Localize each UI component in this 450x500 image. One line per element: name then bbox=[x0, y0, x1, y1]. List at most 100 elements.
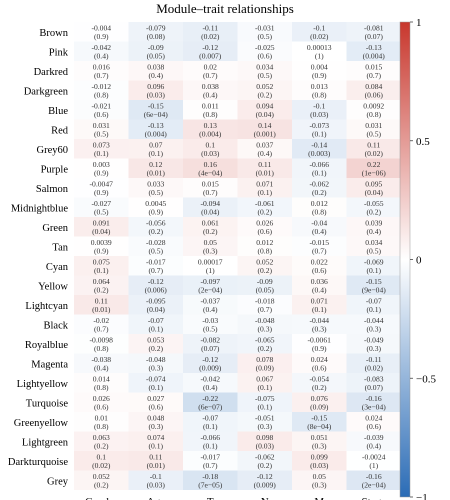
heatmap-cell bbox=[237, 139, 292, 159]
cell-pvalue: (0.02) bbox=[365, 364, 384, 373]
heatmap-cell bbox=[74, 158, 129, 178]
heatmap-cell bbox=[346, 217, 401, 237]
cell-pvalue: (0.5) bbox=[366, 247, 381, 256]
cell-correlation: 0.031 bbox=[365, 121, 382, 130]
cell-correlation: 0.052 bbox=[256, 258, 273, 267]
cell-correlation: -0.09 bbox=[148, 43, 164, 52]
heatmap-cell bbox=[292, 470, 347, 490]
cell-correlation: -0.07 bbox=[148, 316, 164, 325]
cell-correlation: -0.042 bbox=[91, 43, 111, 52]
cell-correlation: -0.017 bbox=[146, 258, 166, 267]
heatmap-cell bbox=[128, 334, 183, 354]
heatmap-cell bbox=[74, 178, 129, 198]
cell-pvalue: (0.6) bbox=[312, 266, 327, 275]
cell-pvalue: (0.5) bbox=[94, 208, 109, 217]
cell-correlation: -0.062 bbox=[309, 180, 329, 189]
cell-correlation: -0.075 bbox=[255, 394, 275, 403]
cell-pvalue: (4e−04) bbox=[198, 169, 223, 178]
heatmap-cell bbox=[346, 22, 401, 42]
cell-correlation: 0.026 bbox=[93, 394, 110, 403]
heatmap-cell bbox=[183, 373, 238, 393]
cell-pvalue: (0.1) bbox=[257, 403, 272, 412]
heatmap-cell bbox=[292, 236, 347, 256]
heatmap-cell bbox=[74, 22, 129, 42]
cell-correlation: -0.1 bbox=[313, 24, 325, 33]
cell-correlation: 0.12 bbox=[149, 160, 162, 169]
cell-pvalue: (0.004) bbox=[199, 130, 222, 139]
cell-correlation: 0.098 bbox=[256, 433, 273, 442]
cell-correlation: -0.09 bbox=[257, 277, 273, 286]
cell-correlation: 0.078 bbox=[256, 355, 273, 364]
heatmap-cell bbox=[292, 451, 347, 471]
heatmap-cell bbox=[128, 451, 183, 471]
heatmap-cell bbox=[74, 334, 129, 354]
row-label: Royalblue bbox=[25, 340, 68, 351]
heatmap-cell bbox=[237, 275, 292, 295]
row-label: Black bbox=[44, 320, 69, 331]
cell-pvalue: (0.004) bbox=[145, 130, 168, 139]
heatmap-cell bbox=[74, 451, 129, 471]
cell-correlation: 0.061 bbox=[202, 219, 219, 228]
cell-pvalue: (0.6) bbox=[312, 364, 327, 373]
cell-correlation: 0.011 bbox=[202, 102, 219, 111]
heatmap-cell bbox=[183, 431, 238, 451]
colorbar-tick-label: 1 bbox=[416, 17, 422, 29]
cell-pvalue: (0.9) bbox=[312, 71, 327, 80]
cell-correlation: 0.027 bbox=[147, 394, 164, 403]
cell-pvalue: (0.2) bbox=[148, 344, 163, 353]
heatmap-cell bbox=[183, 314, 238, 334]
colorbar-tick-label: 0 bbox=[416, 255, 422, 267]
heatmap-cell bbox=[346, 373, 401, 393]
heatmap-cell bbox=[346, 41, 401, 61]
cell-correlation: -0.069 bbox=[364, 258, 384, 267]
heatmap-cell bbox=[237, 22, 292, 42]
heatmap-cell bbox=[74, 470, 129, 490]
cell-pvalue: (0.004) bbox=[363, 52, 386, 61]
heatmap-cell bbox=[128, 470, 183, 490]
cell-correlation: -0.037 bbox=[200, 297, 220, 306]
cell-correlation: -0.062 bbox=[255, 453, 275, 462]
cell-correlation: 0.034 bbox=[256, 63, 273, 72]
heatmap-cell bbox=[292, 197, 347, 217]
cell-correlation: -0.15 bbox=[148, 102, 164, 111]
cell-pvalue: (6e−07) bbox=[198, 403, 223, 412]
cell-pvalue: (0.5) bbox=[148, 188, 163, 197]
cell-correlation: 0.073 bbox=[93, 141, 110, 150]
heatmap-cell bbox=[292, 256, 347, 276]
cell-pvalue: (0.08) bbox=[147, 32, 166, 41]
cell-pvalue: (0.4) bbox=[148, 71, 163, 80]
cell-pvalue: (0.9) bbox=[94, 169, 109, 178]
cell-pvalue: (0.01) bbox=[92, 305, 111, 314]
heatmap-cell bbox=[346, 275, 401, 295]
cell-pvalue: (2e−04) bbox=[198, 286, 223, 295]
heatmap-cell bbox=[237, 178, 292, 198]
cell-pvalue: (0.6) bbox=[257, 227, 272, 236]
row-label: Lightcyan bbox=[25, 301, 68, 312]
cell-correlation: 0.003 bbox=[93, 160, 110, 169]
colorbar-tick-label: 0.5 bbox=[416, 136, 430, 148]
heatmap-cell bbox=[128, 431, 183, 451]
cell-correlation: -0.22 bbox=[202, 394, 218, 403]
cell-correlation: -0.048 bbox=[255, 316, 275, 325]
heatmap-cell bbox=[183, 256, 238, 276]
cell-correlation: -0.0047 bbox=[90, 180, 114, 189]
cell-pvalue: (0.04) bbox=[92, 227, 111, 236]
row-label: Greenyellow bbox=[14, 418, 69, 429]
heatmap-cell bbox=[74, 431, 129, 451]
heatmap-cell bbox=[74, 139, 129, 159]
cell-pvalue: (0.03) bbox=[147, 481, 166, 490]
cell-pvalue: (0.1) bbox=[94, 149, 109, 158]
cell-pvalue: (0.06) bbox=[365, 91, 384, 100]
cell-correlation: -0.017 bbox=[200, 453, 220, 462]
cell-correlation: 0.037 bbox=[256, 141, 273, 150]
cell-correlation: -0.15 bbox=[366, 277, 382, 286]
cell-pvalue: (0.1) bbox=[148, 325, 163, 334]
heatmap-cell bbox=[74, 100, 129, 120]
cell-correlation: -0.021 bbox=[91, 102, 111, 111]
row-label: Cyan bbox=[46, 262, 69, 273]
heatmap-cell bbox=[237, 256, 292, 276]
cell-correlation: 0.11 bbox=[367, 141, 380, 150]
cell-pvalue: (2e−04) bbox=[362, 481, 387, 490]
heatmap-cell bbox=[183, 158, 238, 178]
cell-correlation: -0.012 bbox=[91, 82, 111, 91]
